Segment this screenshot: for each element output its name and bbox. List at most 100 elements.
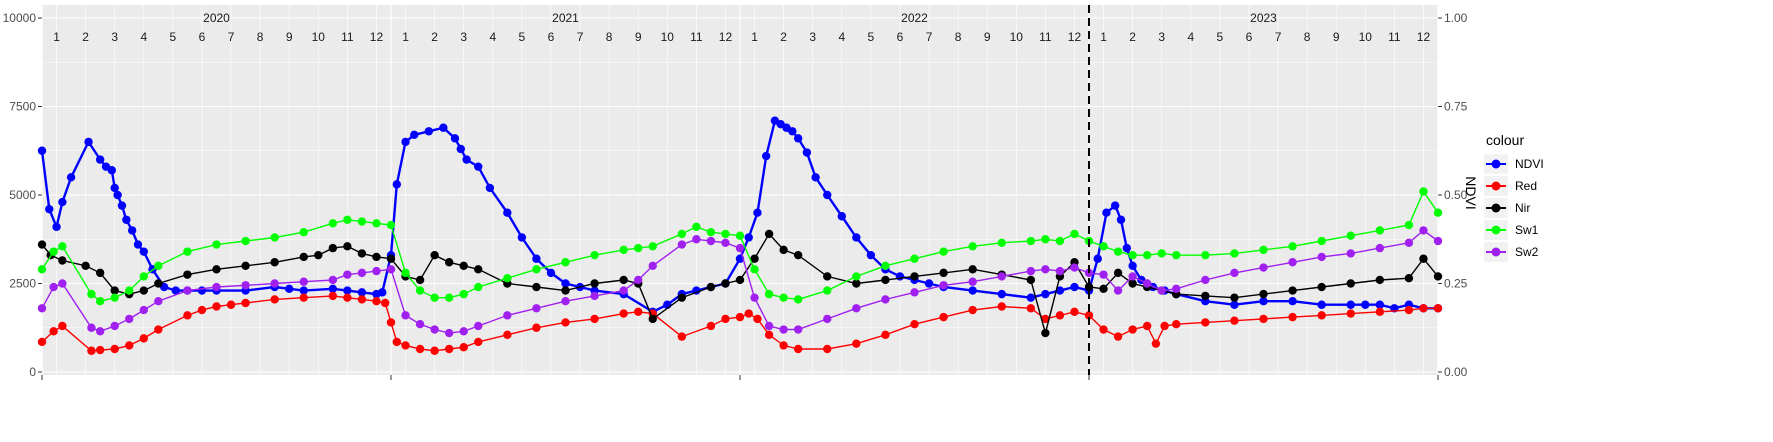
data-point [1419, 226, 1428, 235]
data-point [386, 220, 396, 230]
data-point [1099, 242, 1108, 251]
year-label: 2023 [1250, 11, 1277, 25]
data-point [648, 242, 657, 251]
data-point [793, 344, 803, 354]
data-point [648, 314, 657, 324]
data-point [37, 146, 47, 155]
data-point [1070, 263, 1079, 272]
data-point [1026, 275, 1036, 285]
y2-tick-label: 0.25 [1444, 277, 1468, 291]
month-label: 3 [460, 30, 467, 44]
y2-tick-label: 0.50 [1444, 188, 1468, 202]
data-point [939, 268, 948, 278]
y-tick-label: 5000 [9, 188, 36, 202]
data-point [49, 247, 58, 256]
data-point [154, 325, 163, 334]
data-point [881, 295, 890, 304]
data-point [392, 337, 402, 347]
month-label: 8 [606, 30, 613, 44]
data-point [343, 286, 352, 295]
data-point [1142, 279, 1152, 288]
data-point [117, 201, 127, 210]
month-label: 11 [690, 30, 703, 44]
data-point [444, 328, 454, 338]
data-point [1259, 297, 1268, 306]
data-point [1160, 321, 1169, 331]
data-point [139, 272, 148, 281]
data-point [764, 321, 774, 331]
data-point [811, 173, 820, 182]
data-point [462, 155, 471, 164]
series-sw1 [37, 187, 1443, 306]
series-red [37, 291, 1443, 355]
data-point [1404, 273, 1414, 283]
data-point [779, 341, 788, 350]
data-point [212, 282, 221, 292]
data-point [328, 291, 338, 301]
data-point [110, 286, 119, 295]
data-point [125, 341, 134, 350]
data-point [380, 298, 390, 308]
data-point [1157, 286, 1166, 295]
data-point [590, 291, 599, 301]
month-label: 12 [1417, 30, 1431, 44]
data-point [139, 286, 148, 295]
data-point [802, 148, 812, 157]
data-point [997, 272, 1006, 281]
data-point [997, 238, 1006, 247]
data-point [1055, 311, 1065, 320]
legend-label: Sw2 [1515, 245, 1539, 259]
data-point [95, 268, 105, 278]
data-point [270, 258, 279, 267]
data-point [386, 318, 396, 327]
data-point [735, 231, 745, 240]
data-point [299, 286, 308, 295]
data-point [37, 304, 47, 313]
data-point [1116, 215, 1126, 224]
data-point [1317, 282, 1326, 292]
data-point [127, 226, 137, 235]
month-label: 2 [82, 30, 89, 44]
data-point [910, 288, 919, 297]
data-point [1230, 300, 1239, 309]
data-point [1288, 312, 1297, 322]
data-point [1230, 316, 1239, 325]
data-point [1128, 325, 1137, 334]
data-point [1433, 236, 1443, 246]
month-label: 8 [955, 30, 962, 44]
data-point [212, 302, 221, 311]
data-point [1122, 243, 1132, 253]
data-point [58, 197, 67, 207]
month-label: 11 [1388, 30, 1401, 44]
data-point [793, 134, 803, 143]
data-point [532, 304, 541, 313]
data-point [1084, 311, 1094, 320]
data-point [852, 233, 861, 242]
y-tick-label: 7500 [9, 100, 36, 114]
y2-tick-label: 0.75 [1444, 100, 1468, 114]
data-point [110, 321, 119, 331]
y-tick-label: 0 [29, 365, 36, 379]
data-point [37, 265, 47, 274]
data-point [95, 345, 105, 355]
year-label: 2021 [552, 11, 579, 25]
data-point [66, 173, 76, 182]
data-point [58, 279, 67, 288]
month-label: 11 [1039, 30, 1052, 44]
data-point [1259, 263, 1268, 272]
data-point [677, 293, 687, 302]
data-point [474, 337, 483, 347]
data-point [823, 286, 832, 295]
data-point [852, 304, 861, 313]
data-point [1201, 275, 1210, 285]
data-point [823, 190, 832, 200]
data-point [561, 258, 570, 267]
month-label: 9 [286, 30, 293, 44]
data-point [459, 289, 468, 299]
data-point [1172, 320, 1181, 329]
data-point [750, 265, 759, 274]
month-label: 4 [489, 30, 496, 44]
month-label: 12 [1068, 30, 1082, 44]
data-point [183, 286, 192, 295]
